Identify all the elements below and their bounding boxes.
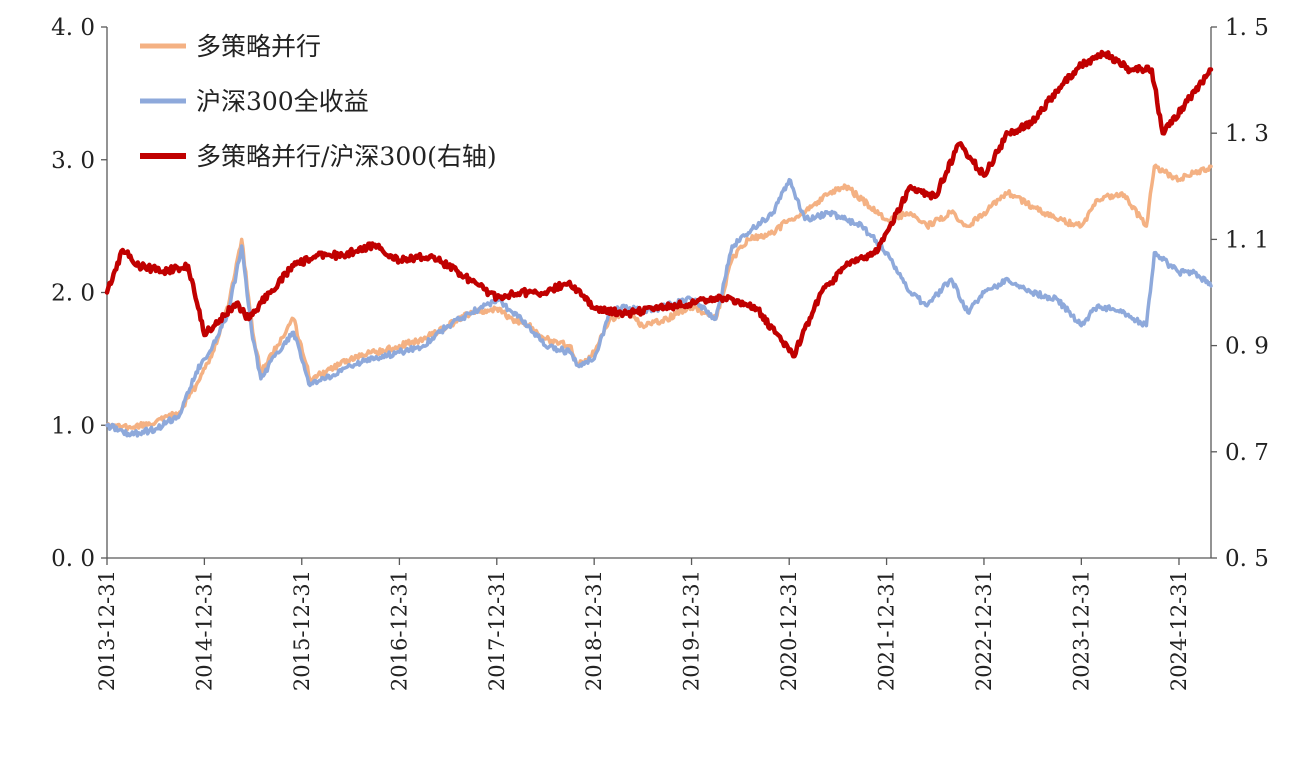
- y-left-tick-label: 1. 0: [51, 413, 95, 439]
- y-right-tick-label: 1. 5: [1225, 15, 1269, 41]
- x-tick-label: 2016-12-31: [387, 570, 411, 691]
- x-tick-label: 2018-12-31: [582, 570, 606, 691]
- legend-ratio-label: 多策略并行/沪深300(右轴): [196, 142, 497, 171]
- y-right-tick-label: 0. 7: [1225, 440, 1269, 466]
- ratio-line: [104, 49, 1214, 359]
- x-tick-label: 2017-12-31: [485, 570, 509, 691]
- x-tick-label: 2021-12-31: [875, 570, 899, 691]
- legend-index-label: 沪深300全收益: [196, 87, 369, 116]
- y-left-tick-label: 3. 0: [51, 148, 95, 174]
- y-left-tick-label: 0. 0: [51, 546, 95, 572]
- y-right-tick-label: 0. 9: [1225, 334, 1269, 360]
- x-tick-label: 2023-12-31: [1069, 570, 1093, 691]
- x-tick-label: 2019-12-31: [680, 570, 704, 691]
- strategy-line: [105, 163, 1213, 432]
- y-right-tick-label: 0. 5: [1225, 546, 1269, 572]
- x-tick-label: 2022-12-31: [972, 570, 996, 691]
- x-tick-label: 2020-12-31: [777, 570, 801, 691]
- y-left-tick-label: 2. 0: [51, 281, 95, 307]
- x-tick-label: 2015-12-31: [290, 570, 314, 691]
- y-right-tick-label: 1. 3: [1225, 121, 1269, 147]
- y-right-tick-label: 1. 1: [1225, 227, 1269, 253]
- x-tick-label: 2014-12-31: [192, 570, 216, 691]
- x-tick-label: 2024-12-31: [1167, 570, 1191, 691]
- y-left-tick-label: 4. 0: [51, 15, 95, 41]
- legend-strategy-label: 多策略并行: [196, 32, 321, 61]
- x-tick-label: 2013-12-31: [95, 570, 119, 691]
